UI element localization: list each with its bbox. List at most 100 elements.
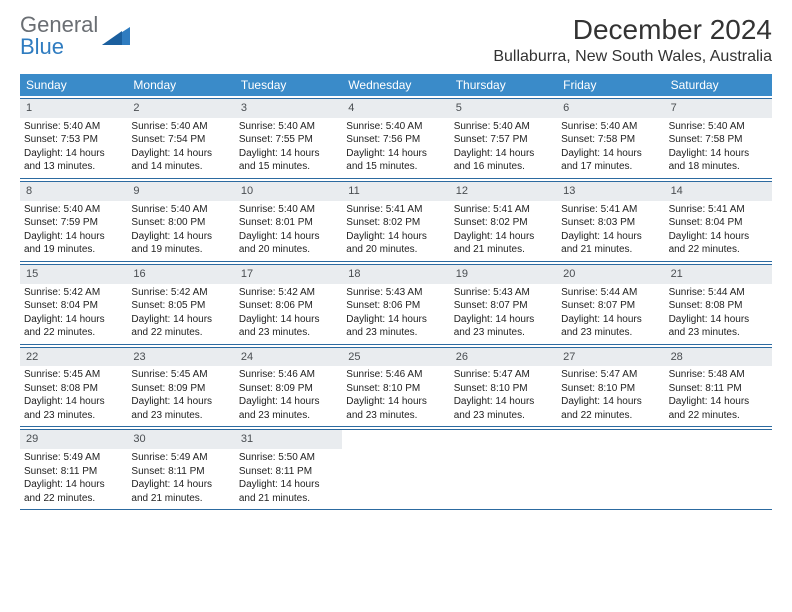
- day-cell-22: 22Sunrise: 5:45 AMSunset: 8:08 PMDayligh…: [20, 348, 127, 427]
- day-body: Sunrise: 5:41 AMSunset: 8:03 PMDaylight:…: [557, 201, 664, 261]
- dow-monday: Monday: [127, 74, 234, 96]
- day-number: 28: [665, 348, 772, 367]
- day-line-d2: and 21 minutes.: [454, 243, 553, 257]
- day-cell-25: 25Sunrise: 5:46 AMSunset: 8:10 PMDayligh…: [342, 348, 449, 427]
- day-line-d2: and 22 minutes.: [561, 409, 660, 423]
- day-number: 4: [342, 99, 449, 118]
- day-cell-23: 23Sunrise: 5:45 AMSunset: 8:09 PMDayligh…: [127, 348, 234, 427]
- day-line-d2: and 22 minutes.: [131, 326, 230, 340]
- week-row: 29Sunrise: 5:49 AMSunset: 8:11 PMDayligh…: [20, 429, 772, 510]
- day-number: 30: [127, 430, 234, 449]
- day-body: Sunrise: 5:44 AMSunset: 8:07 PMDaylight:…: [557, 284, 664, 344]
- day-line-sr: Sunrise: 5:41 AM: [561, 203, 660, 217]
- day-line-ss: Sunset: 8:10 PM: [346, 382, 445, 396]
- day-number: 25: [342, 348, 449, 367]
- day-line-sr: Sunrise: 5:49 AM: [131, 451, 230, 465]
- day-line-sr: Sunrise: 5:41 AM: [454, 203, 553, 217]
- day-line-d2: and 21 minutes.: [561, 243, 660, 257]
- day-line-sr: Sunrise: 5:40 AM: [131, 120, 230, 134]
- day-line-d2: and 21 minutes.: [239, 492, 338, 506]
- day-body: Sunrise: 5:46 AMSunset: 8:10 PMDaylight:…: [342, 366, 449, 426]
- day-body: Sunrise: 5:40 AMSunset: 7:58 PMDaylight:…: [665, 118, 772, 178]
- day-line-sr: Sunrise: 5:46 AM: [346, 368, 445, 382]
- day-cell-4: 4Sunrise: 5:40 AMSunset: 7:56 PMDaylight…: [342, 99, 449, 178]
- day-line-sr: Sunrise: 5:40 AM: [669, 120, 768, 134]
- empty-cell: [450, 430, 557, 509]
- day-line-ss: Sunset: 8:06 PM: [346, 299, 445, 313]
- day-line-d2: and 19 minutes.: [24, 243, 123, 257]
- day-body: Sunrise: 5:40 AMSunset: 7:53 PMDaylight:…: [20, 118, 127, 178]
- day-number: 21: [665, 265, 772, 284]
- week-row: 8Sunrise: 5:40 AMSunset: 7:59 PMDaylight…: [20, 181, 772, 262]
- day-line-sr: Sunrise: 5:47 AM: [561, 368, 660, 382]
- empty-cell: [665, 430, 772, 509]
- location: Bullaburra, New South Wales, Australia: [493, 48, 772, 66]
- day-line-d2: and 16 minutes.: [454, 160, 553, 174]
- day-line-d1: Daylight: 14 hours: [669, 395, 768, 409]
- day-number: 15: [20, 265, 127, 284]
- day-number: 24: [235, 348, 342, 367]
- day-line-d2: and 17 minutes.: [561, 160, 660, 174]
- day-line-sr: Sunrise: 5:44 AM: [561, 286, 660, 300]
- day-number: 9: [127, 182, 234, 201]
- day-line-d2: and 19 minutes.: [131, 243, 230, 257]
- day-line-ss: Sunset: 8:05 PM: [131, 299, 230, 313]
- day-line-d2: and 23 minutes.: [346, 326, 445, 340]
- day-line-d1: Daylight: 14 hours: [239, 478, 338, 492]
- day-line-d2: and 22 minutes.: [669, 243, 768, 257]
- day-line-ss: Sunset: 7:57 PM: [454, 133, 553, 147]
- logo: General Blue: [20, 14, 130, 58]
- day-cell-28: 28Sunrise: 5:48 AMSunset: 8:11 PMDayligh…: [665, 348, 772, 427]
- day-line-ss: Sunset: 8:11 PM: [669, 382, 768, 396]
- day-line-ss: Sunset: 8:04 PM: [669, 216, 768, 230]
- day-line-d2: and 23 minutes.: [346, 409, 445, 423]
- day-number: 3: [235, 99, 342, 118]
- day-line-d1: Daylight: 14 hours: [346, 230, 445, 244]
- day-cell-24: 24Sunrise: 5:46 AMSunset: 8:09 PMDayligh…: [235, 348, 342, 427]
- day-body: Sunrise: 5:50 AMSunset: 8:11 PMDaylight:…: [235, 449, 342, 509]
- day-number: 18: [342, 265, 449, 284]
- day-line-ss: Sunset: 7:55 PM: [239, 133, 338, 147]
- empty-cell: [342, 430, 449, 509]
- day-line-d2: and 14 minutes.: [131, 160, 230, 174]
- day-line-ss: Sunset: 8:02 PM: [346, 216, 445, 230]
- day-line-sr: Sunrise: 5:42 AM: [131, 286, 230, 300]
- day-line-d2: and 23 minutes.: [24, 409, 123, 423]
- day-line-d1: Daylight: 14 hours: [669, 313, 768, 327]
- day-line-ss: Sunset: 8:07 PM: [454, 299, 553, 313]
- day-number: 17: [235, 265, 342, 284]
- day-cell-8: 8Sunrise: 5:40 AMSunset: 7:59 PMDaylight…: [20, 182, 127, 261]
- day-line-d1: Daylight: 14 hours: [239, 395, 338, 409]
- day-body: Sunrise: 5:40 AMSunset: 7:55 PMDaylight:…: [235, 118, 342, 178]
- day-body: Sunrise: 5:43 AMSunset: 8:07 PMDaylight:…: [450, 284, 557, 344]
- day-line-d1: Daylight: 14 hours: [239, 313, 338, 327]
- day-cell-1: 1Sunrise: 5:40 AMSunset: 7:53 PMDaylight…: [20, 99, 127, 178]
- day-body: Sunrise: 5:49 AMSunset: 8:11 PMDaylight:…: [127, 449, 234, 509]
- day-line-d2: and 20 minutes.: [346, 243, 445, 257]
- day-line-d2: and 18 minutes.: [669, 160, 768, 174]
- day-line-sr: Sunrise: 5:49 AM: [24, 451, 123, 465]
- day-body: Sunrise: 5:46 AMSunset: 8:09 PMDaylight:…: [235, 366, 342, 426]
- day-line-sr: Sunrise: 5:40 AM: [239, 203, 338, 217]
- day-line-sr: Sunrise: 5:40 AM: [454, 120, 553, 134]
- day-line-ss: Sunset: 8:08 PM: [669, 299, 768, 313]
- day-line-ss: Sunset: 8:11 PM: [239, 465, 338, 479]
- day-cell-18: 18Sunrise: 5:43 AMSunset: 8:06 PMDayligh…: [342, 265, 449, 344]
- day-number: 10: [235, 182, 342, 201]
- day-body: Sunrise: 5:42 AMSunset: 8:05 PMDaylight:…: [127, 284, 234, 344]
- day-line-d2: and 23 minutes.: [454, 409, 553, 423]
- day-line-d1: Daylight: 14 hours: [561, 313, 660, 327]
- week-row: 15Sunrise: 5:42 AMSunset: 8:04 PMDayligh…: [20, 264, 772, 345]
- day-line-d1: Daylight: 14 hours: [131, 230, 230, 244]
- day-line-d2: and 23 minutes.: [454, 326, 553, 340]
- day-cell-19: 19Sunrise: 5:43 AMSunset: 8:07 PMDayligh…: [450, 265, 557, 344]
- day-line-d2: and 20 minutes.: [239, 243, 338, 257]
- day-line-d2: and 23 minutes.: [131, 409, 230, 423]
- day-line-sr: Sunrise: 5:40 AM: [239, 120, 338, 134]
- day-line-d1: Daylight: 14 hours: [561, 230, 660, 244]
- day-body: Sunrise: 5:47 AMSunset: 8:10 PMDaylight:…: [557, 366, 664, 426]
- day-number: 8: [20, 182, 127, 201]
- day-line-d1: Daylight: 14 hours: [131, 147, 230, 161]
- day-line-ss: Sunset: 7:58 PM: [561, 133, 660, 147]
- day-of-week-header: SundayMondayTuesdayWednesdayThursdayFrid…: [20, 74, 772, 96]
